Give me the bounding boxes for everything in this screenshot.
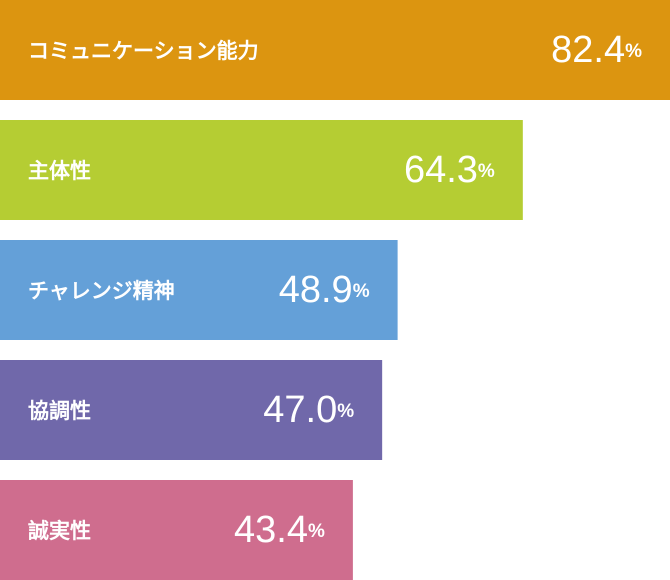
value-label: 43.4% [234,509,325,551]
value-label: 48.9% [279,269,370,311]
bar [0,360,383,460]
value-label: 47.0% [263,389,354,431]
category-label: 主体性 [28,159,91,183]
bar [0,240,398,340]
bar [0,0,670,100]
category-label: チャレンジ精神 [28,279,175,303]
value-label: 82.4% [551,29,642,71]
category-label: 誠実性 [28,519,91,543]
category-label: コミュニケーション能力 [28,39,259,63]
value-label: 64.3% [404,149,495,191]
category-label: 協調性 [28,399,91,423]
bar [0,120,523,220]
bar [0,480,353,580]
